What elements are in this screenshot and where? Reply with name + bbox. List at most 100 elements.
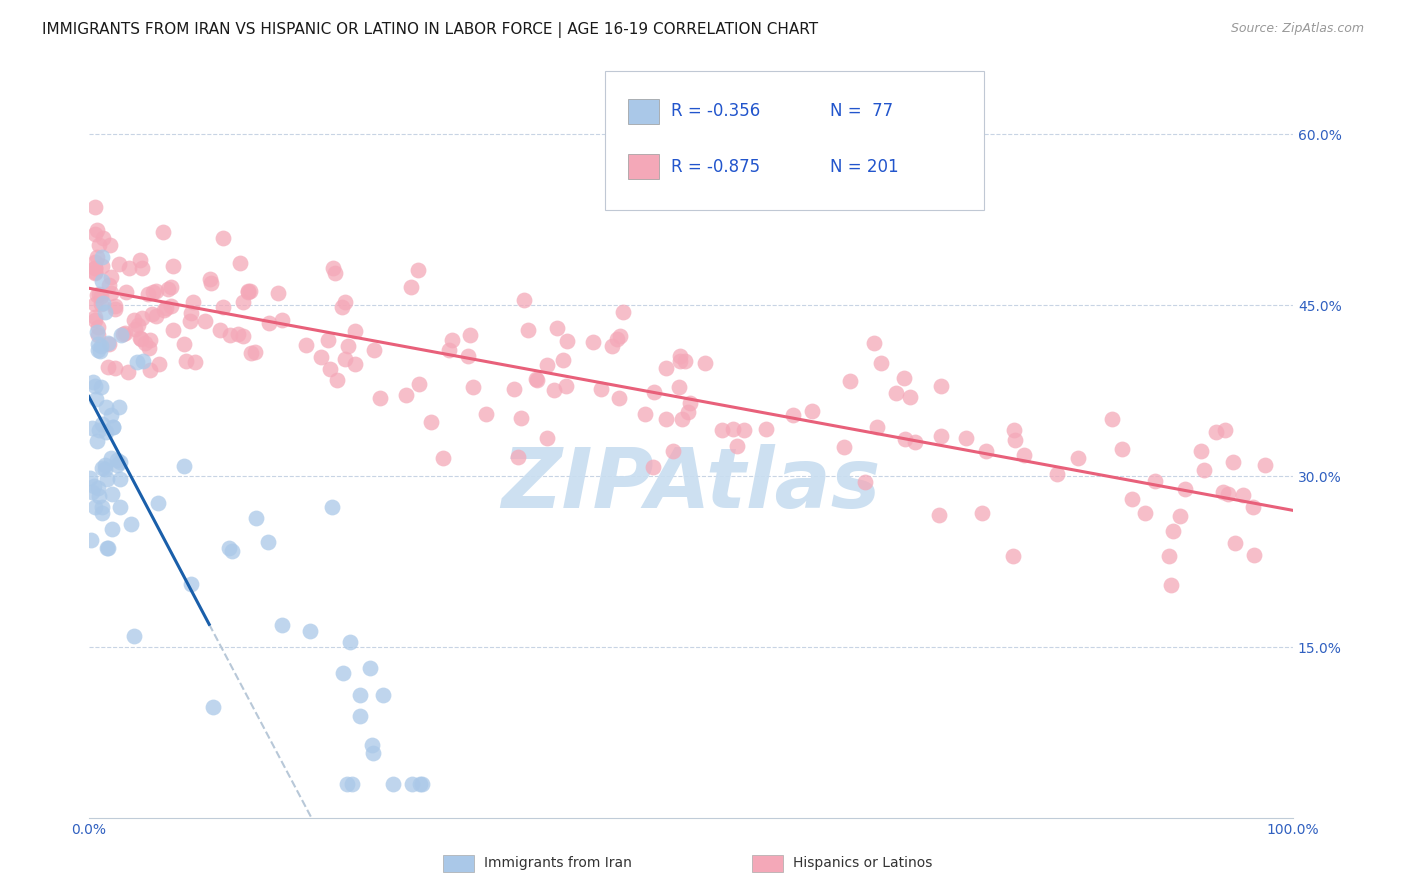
Point bbox=[84, 378, 107, 392]
Point bbox=[181, 294, 204, 309]
Point bbox=[1222, 454, 1244, 468]
Point bbox=[555, 334, 578, 348]
Point bbox=[90, 417, 112, 432]
Point bbox=[124, 629, 146, 643]
Point bbox=[86, 250, 108, 264]
Point bbox=[517, 323, 540, 337]
Point bbox=[226, 326, 249, 341]
Point bbox=[408, 263, 430, 277]
Point bbox=[174, 354, 197, 368]
Point bbox=[271, 312, 294, 326]
Point bbox=[363, 343, 385, 357]
Point bbox=[755, 422, 778, 436]
Point bbox=[173, 459, 195, 474]
Point bbox=[90, 379, 112, 393]
Point bbox=[1243, 549, 1265, 563]
Point bbox=[100, 238, 122, 252]
Point bbox=[87, 481, 110, 495]
Point bbox=[321, 500, 343, 514]
Point bbox=[148, 357, 170, 371]
Point bbox=[83, 200, 105, 214]
Point bbox=[173, 337, 195, 351]
Point bbox=[838, 374, 860, 388]
Point bbox=[180, 577, 202, 591]
Point bbox=[96, 400, 118, 414]
Point bbox=[1161, 524, 1184, 539]
Point bbox=[344, 324, 367, 338]
Point bbox=[179, 314, 201, 328]
Point bbox=[100, 270, 122, 285]
Point bbox=[609, 329, 631, 343]
Point bbox=[127, 355, 149, 369]
Point bbox=[506, 450, 529, 464]
Point bbox=[100, 285, 122, 300]
Point bbox=[83, 261, 105, 276]
Point bbox=[1002, 423, 1025, 437]
Point bbox=[1205, 425, 1227, 440]
Point bbox=[138, 333, 160, 347]
Point bbox=[679, 396, 702, 410]
Point bbox=[83, 313, 105, 327]
Point bbox=[98, 337, 121, 351]
Point bbox=[84, 500, 107, 514]
Point bbox=[401, 280, 423, 294]
Point bbox=[336, 339, 359, 353]
Point bbox=[236, 284, 259, 298]
Text: ZIPAtlas: ZIPAtlas bbox=[501, 444, 880, 525]
Point bbox=[91, 260, 114, 274]
Point bbox=[832, 440, 855, 454]
Point bbox=[1067, 450, 1090, 465]
Point bbox=[152, 226, 174, 240]
Point bbox=[108, 455, 131, 469]
Point bbox=[257, 316, 280, 330]
Point bbox=[437, 343, 460, 357]
Text: Hispanics or Latinos: Hispanics or Latinos bbox=[793, 856, 932, 871]
Point bbox=[138, 341, 160, 355]
Point bbox=[1111, 442, 1133, 456]
Point bbox=[80, 484, 103, 499]
Point bbox=[853, 475, 876, 489]
Point bbox=[209, 322, 232, 336]
Point bbox=[904, 435, 927, 450]
Point bbox=[104, 301, 127, 316]
Point bbox=[79, 471, 101, 485]
Text: R = -0.356: R = -0.356 bbox=[671, 103, 759, 120]
Point bbox=[87, 423, 110, 437]
Point bbox=[139, 362, 162, 376]
Point bbox=[710, 423, 733, 437]
Point bbox=[138, 286, 160, 301]
Point bbox=[360, 739, 382, 753]
Point bbox=[1144, 474, 1167, 488]
Point bbox=[87, 320, 110, 334]
Point bbox=[669, 349, 692, 363]
Point bbox=[84, 310, 107, 325]
Point bbox=[641, 459, 664, 474]
Point bbox=[368, 391, 391, 405]
Point bbox=[142, 285, 165, 299]
Point bbox=[1002, 549, 1025, 563]
Point bbox=[91, 251, 114, 265]
Point bbox=[634, 407, 657, 421]
Point bbox=[1225, 536, 1247, 550]
Point bbox=[333, 294, 356, 309]
Point bbox=[420, 415, 443, 429]
Point bbox=[536, 431, 558, 445]
Point bbox=[536, 358, 558, 372]
Point bbox=[87, 328, 110, 343]
Point bbox=[1159, 549, 1181, 563]
Point bbox=[90, 297, 112, 311]
Point bbox=[122, 313, 145, 327]
Point bbox=[554, 379, 576, 393]
Point bbox=[80, 421, 103, 435]
Point bbox=[83, 266, 105, 280]
Point bbox=[395, 388, 418, 402]
Point bbox=[232, 295, 254, 310]
Point bbox=[1232, 488, 1254, 502]
Point bbox=[236, 285, 259, 299]
Point bbox=[267, 285, 290, 300]
Point bbox=[124, 322, 146, 336]
Point bbox=[503, 383, 526, 397]
Point bbox=[86, 288, 108, 302]
Point bbox=[673, 354, 696, 368]
Point bbox=[108, 473, 131, 487]
